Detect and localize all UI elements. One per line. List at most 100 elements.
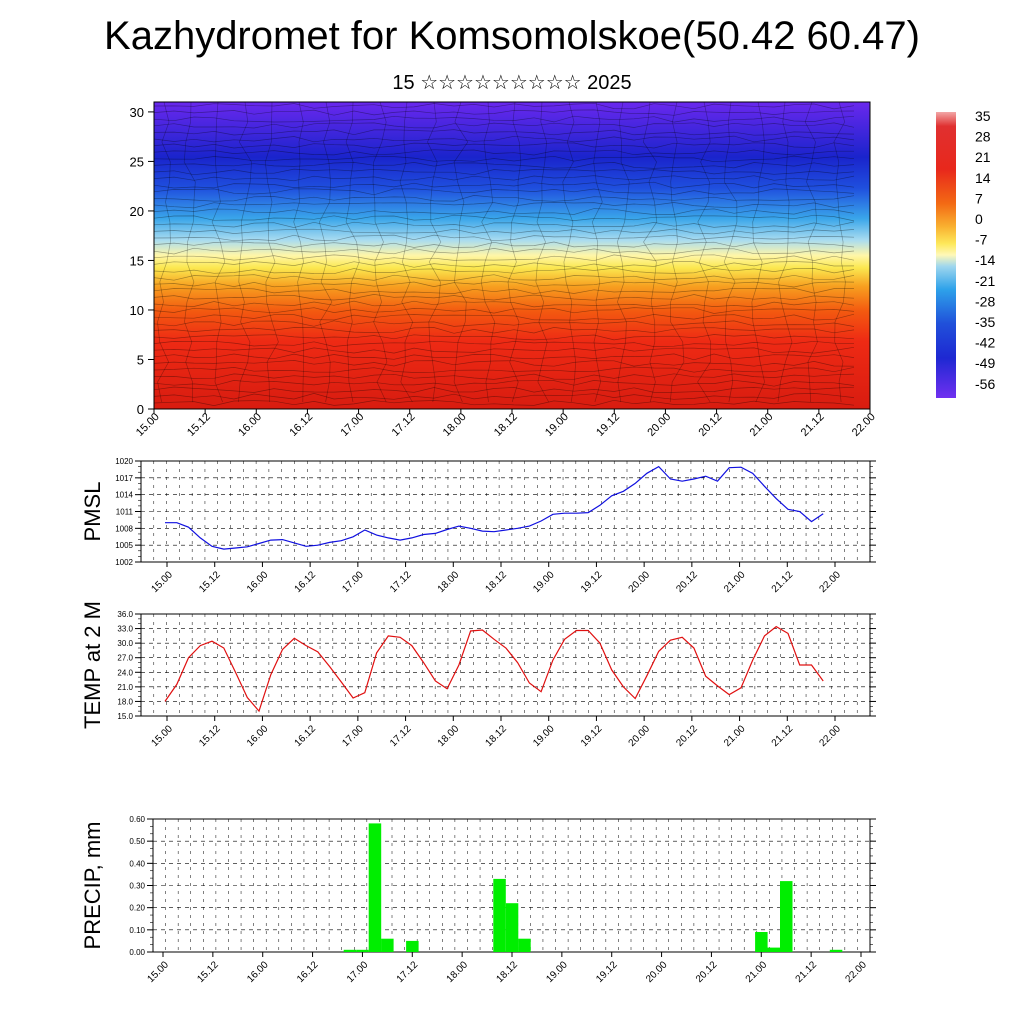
heatmap-field: [154, 102, 870, 409]
y-axis-label: PRECIP, mm: [80, 822, 105, 950]
heatmap-wind-streak: [669, 101, 685, 403]
x-tick-label: 16.12: [295, 959, 321, 985]
y-tick-label: 1017: [115, 474, 133, 483]
heatmap-wind-streak: [562, 101, 577, 403]
heatmap-x-tick-label: 19.12: [594, 411, 622, 439]
y-tick-label: 15.0: [117, 712, 133, 721]
x-tick-label: 21.12: [770, 569, 796, 595]
x-tick-label: 20.00: [627, 569, 653, 595]
colorbar-label: -21: [975, 273, 995, 289]
heatmap-y-tick-label: 15: [130, 253, 144, 268]
heatmap-wind-streak: [804, 101, 818, 403]
heatmap-x-tick-label: 21.00: [748, 411, 776, 439]
y-tick-label: 1005: [115, 541, 133, 550]
y-tick-label: 0.20: [129, 904, 145, 913]
colorbar-label: -14: [975, 252, 995, 268]
heatmap-contour: [153, 307, 855, 314]
x-tick-label: 17.12: [388, 723, 414, 749]
heatmap-contour: [153, 109, 855, 116]
y-tick-label: 33.0: [117, 625, 133, 634]
x-tick-label: 17.00: [340, 723, 366, 749]
chart-title: Kazhydromet for Komsomolskoe(50.42 60.47…: [104, 14, 920, 58]
colorbar: [936, 112, 956, 398]
precip-bar: [767, 947, 780, 952]
heatmap-x-tick-label: 18.00: [441, 411, 469, 439]
x-tick-label: 16.12: [293, 723, 319, 749]
precip-bar: [493, 878, 506, 952]
y-tick-label: 21.0: [117, 683, 133, 692]
heatmap-contour: [153, 274, 855, 281]
heatmap-x-tick-label: 18.12: [492, 411, 520, 439]
heatmap-contour: [153, 393, 855, 400]
heatmap-contour: [153, 287, 855, 295]
heatmap-contour: [153, 122, 855, 129]
x-tick-label: 15.12: [197, 723, 223, 749]
heatmap-y-tick-label: 5: [137, 352, 144, 367]
heatmap-contour: [153, 202, 855, 209]
x-tick-label: 19.00: [544, 959, 570, 985]
x-tick-label: 17.12: [395, 959, 421, 985]
heatmap-x-tick-label: 17.00: [338, 411, 366, 439]
heatmap-x-tick-label: 20.00: [645, 411, 673, 439]
x-tick-label: 19.00: [531, 723, 557, 749]
heatmap-contour: [153, 340, 855, 347]
heatmap-contour: [153, 155, 855, 163]
heatmap-wind-streak: [591, 101, 603, 403]
heatmap-y-tick-label: 0: [137, 402, 144, 417]
precip-bar: [780, 881, 793, 952]
heatmap-wind-streak: [264, 101, 279, 403]
x-tick-label: 19.12: [579, 569, 605, 595]
heatmap-contour: [153, 188, 855, 196]
heatmap-contour: [153, 334, 855, 341]
precip-bar: [343, 949, 357, 952]
heatmap-wind-streak: [399, 101, 414, 403]
y-tick-label: 0.30: [129, 882, 145, 891]
y-tick-label: 1014: [115, 491, 133, 500]
heatmap-contour: [153, 135, 855, 143]
heatmap-wind-streak: [507, 101, 522, 403]
y-tick-label: 30.0: [117, 639, 133, 648]
x-tick-label: 20.12: [674, 569, 700, 595]
x-tick-label: 18.12: [483, 569, 509, 595]
x-tick-label: 21.12: [770, 723, 796, 749]
y-tick-label: 0.10: [129, 926, 145, 935]
y-tick-label: 0.60: [129, 815, 145, 824]
precip-bar: [406, 940, 419, 952]
precipitation-panel: 0.00 0.10 0.20 0.30 0.40 0.50 0.60 15.00 15.12 16…: [80, 815, 876, 985]
colorbar-label: 28: [975, 129, 991, 145]
heatmap-contour: [153, 353, 855, 361]
heatmap-contour: [153, 373, 855, 380]
heatmap-contour: [153, 142, 855, 149]
y-axis-label: TEMP at 2 M: [80, 601, 105, 729]
heatmap-contour: [153, 228, 855, 235]
heatmap-contour: [153, 399, 855, 406]
heatmap-contour: [153, 294, 855, 301]
heatmap-x-tick-label: 21.12: [799, 411, 827, 439]
heatmap-contour: [153, 181, 855, 189]
colorbar-label: -7: [975, 232, 988, 248]
y-tick-label: 1002: [115, 558, 133, 567]
x-tick-label: 16.12: [293, 569, 319, 595]
heatmap-y-tick-label: 25: [130, 154, 144, 169]
heatmap-wind-streak: [616, 101, 630, 403]
x-tick-label: 17.00: [345, 959, 371, 985]
heatmap-x-tick-label: 16.00: [236, 411, 264, 439]
heatmap-wind-streak: [480, 101, 496, 403]
heatmap-contour: [153, 214, 855, 222]
heatmap-contour: [153, 162, 855, 169]
y-tick-label: 0.50: [129, 837, 145, 846]
heatmap-wind-streak: [293, 101, 304, 403]
heatmap-contour: [153, 241, 855, 248]
heatmap-contour-lines: [153, 101, 855, 406]
precip-bar: [356, 949, 369, 952]
x-tick-label: 16.00: [245, 569, 271, 595]
colorbar-label: 21: [975, 149, 991, 165]
colorbar-label: -28: [975, 293, 995, 309]
heatmap-contour: [153, 327, 855, 334]
heatmap-contour: [153, 234, 855, 242]
heatmap-contour: [153, 208, 855, 215]
y-tick-label: 1011: [116, 508, 134, 517]
precip-bar: [505, 903, 519, 952]
heatmap-wind-streak: [642, 101, 658, 403]
y-tick-label: 1020: [115, 457, 133, 466]
